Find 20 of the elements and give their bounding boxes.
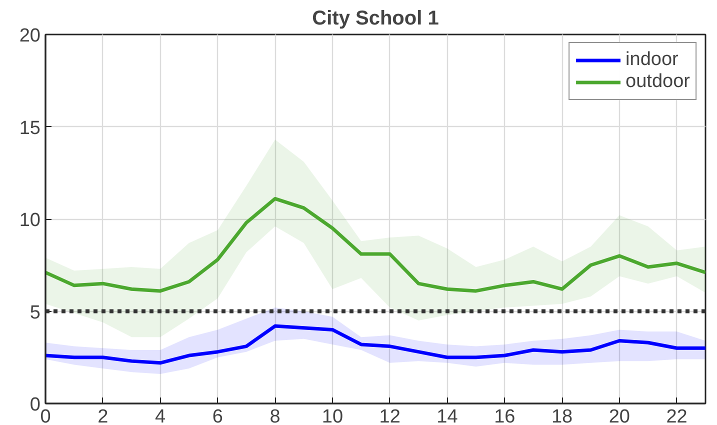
legend-label: indoor [626, 49, 678, 71]
x-tick-label: 14 [436, 406, 458, 425]
x-tick-label: 4 [155, 406, 166, 425]
legend-label: outdoor [626, 71, 690, 93]
x-tick-label: 10 [322, 406, 344, 425]
x-tick-label: 18 [551, 406, 573, 425]
y-tick-label: 10 [19, 210, 41, 231]
y-tick-label: 20 [19, 26, 41, 46]
x-tick-label: 22 [666, 406, 688, 425]
y-tick-label: 15 [19, 118, 41, 139]
x-tick-label: 2 [98, 406, 108, 425]
y-tick-label: 5 [30, 302, 41, 324]
x-tick-label: 8 [270, 406, 280, 425]
x-tick-label: 16 [494, 406, 516, 425]
x-tick-label: 6 [212, 406, 223, 425]
chart-title: City School 1 [312, 8, 439, 30]
line-series [46, 196, 706, 293]
x-tick-label: 20 [608, 406, 630, 425]
line-series [46, 324, 706, 365]
x-tick-label: 12 [379, 406, 400, 425]
